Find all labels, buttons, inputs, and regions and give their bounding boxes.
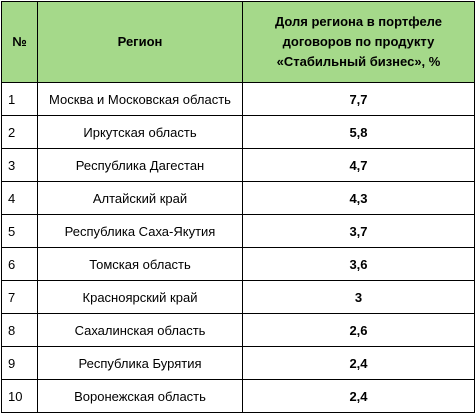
- row-num: 3: [1, 148, 38, 182]
- row-region: Иркутская область: [37, 115, 243, 149]
- table-row: 4 Алтайский край 4,3: [1, 181, 475, 215]
- table-row: 9 Республика Бурятия 2,4: [1, 346, 475, 380]
- row-region: Алтайский край: [37, 181, 243, 215]
- row-num: 8: [1, 313, 38, 347]
- row-share: 5,8: [242, 115, 475, 149]
- row-num: 5: [1, 214, 38, 248]
- row-region: Республика Бурятия: [37, 346, 243, 380]
- row-share: 4,3: [242, 181, 475, 215]
- table-row: 8 Сахалинская область 2,6: [1, 313, 475, 347]
- header-region: Регион: [37, 1, 243, 83]
- row-region: Республика Саха-Якутия: [37, 214, 243, 248]
- header-num: №: [1, 1, 38, 83]
- table-body: 1 Москва и Московская область 7,7 2 Ирку…: [1, 82, 475, 413]
- row-region: Красноярский край: [37, 280, 243, 314]
- row-share: 2,4: [242, 379, 475, 413]
- table-row: 2 Иркутская область 5,8: [1, 115, 475, 149]
- table-row: 1 Москва и Московская область 7,7: [1, 82, 475, 116]
- row-share: 3,6: [242, 247, 475, 281]
- row-region: Москва и Московская область: [37, 82, 243, 116]
- row-share: 3: [242, 280, 475, 314]
- row-num: 10: [1, 379, 38, 413]
- row-region: Сахалинская область: [37, 313, 243, 347]
- table-row: 10 Воронежская область 2,4: [1, 379, 475, 413]
- row-share: 2,4: [242, 346, 475, 380]
- header-row: № Регион Доля региона в портфеле договор…: [1, 1, 475, 83]
- table-row: 7 Красноярский край 3: [1, 280, 475, 314]
- row-share: 2,6: [242, 313, 475, 347]
- row-num: 2: [1, 115, 38, 149]
- row-region: Воронежская область: [37, 379, 243, 413]
- table-row: 6 Томская область 3,6: [1, 247, 475, 281]
- row-num: 1: [1, 82, 38, 116]
- row-num: 9: [1, 346, 38, 380]
- row-num: 6: [1, 247, 38, 281]
- row-num: 7: [1, 280, 38, 314]
- table-row: 3 Республика Дагестан 4,7: [1, 148, 475, 182]
- row-share: 7,7: [242, 82, 475, 116]
- row-share: 4,7: [242, 148, 475, 182]
- table-row: 5 Республика Саха-Якутия 3,7: [1, 214, 475, 248]
- row-share: 3,7: [242, 214, 475, 248]
- row-region: Республика Дагестан: [37, 148, 243, 182]
- header-share: Доля региона в портфеле договоров по про…: [242, 1, 475, 83]
- row-num: 4: [1, 181, 38, 215]
- table-header: № Регион Доля региона в портфеле договор…: [1, 1, 475, 83]
- row-region: Томская область: [37, 247, 243, 281]
